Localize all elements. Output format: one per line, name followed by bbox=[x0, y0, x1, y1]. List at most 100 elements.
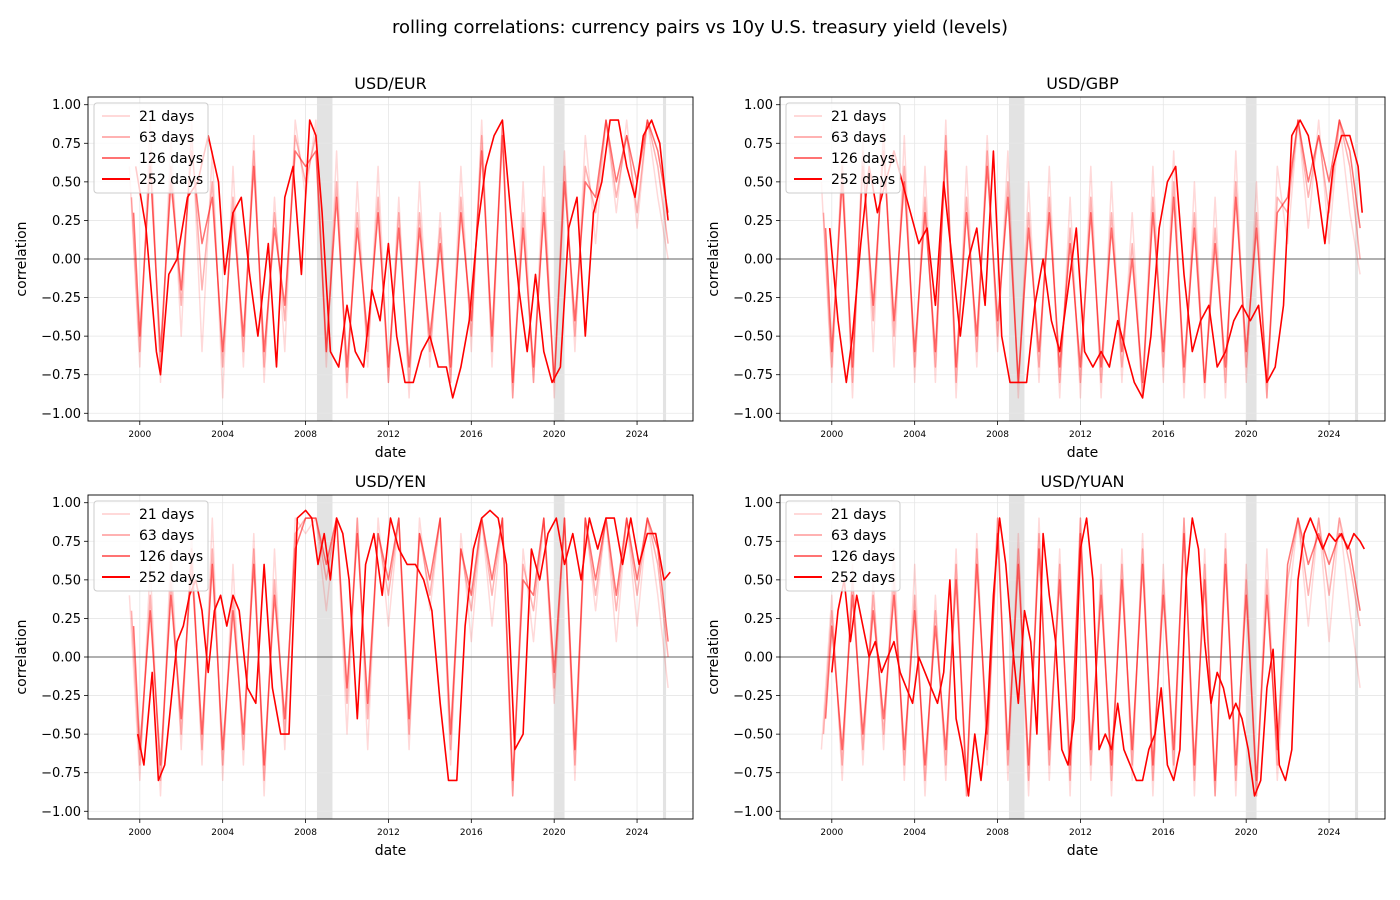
legend-label: 126 days bbox=[139, 151, 203, 167]
y-tick-label: −1.00 bbox=[41, 407, 81, 422]
x-tick-label: 2004 bbox=[903, 828, 926, 838]
y-tick-label: −0.50 bbox=[41, 330, 81, 345]
series-line-126-days bbox=[132, 119, 669, 384]
series-line-126-days bbox=[824, 517, 1361, 782]
legend-box bbox=[93, 500, 209, 592]
chart-title: USD/GBP bbox=[1046, 74, 1119, 93]
y-tick-label: 0.75 bbox=[52, 535, 81, 550]
y-tick-label: −0.75 bbox=[41, 368, 81, 383]
x-tick-label: 2020 bbox=[1235, 430, 1258, 440]
y-axis-label: correlation bbox=[706, 619, 722, 694]
x-tick-label: 2000 bbox=[820, 828, 843, 838]
x-tick-label: 2008 bbox=[986, 430, 1009, 440]
x-tick-label: 2020 bbox=[543, 430, 566, 440]
legend-label: 252 days bbox=[831, 570, 895, 586]
axes-frame bbox=[87, 96, 694, 422]
y-tick-label: 0.50 bbox=[744, 175, 773, 190]
axes-frame bbox=[87, 494, 694, 820]
series-line-126-days bbox=[132, 517, 669, 782]
y-tick-label: 0.25 bbox=[52, 612, 81, 627]
y-tick-label: −0.25 bbox=[41, 291, 81, 306]
chart-title: USD/YUAN bbox=[1041, 472, 1125, 491]
x-tick-label: 2000 bbox=[820, 430, 843, 440]
y-tick-label: 0.00 bbox=[52, 651, 81, 666]
x-tick-label: 2024 bbox=[1318, 828, 1341, 838]
chart-panel-1: 2000 2004 2008 2012 2016 2020 2024 1.00 0.75 0.50… bbox=[706, 74, 1386, 461]
y-axis-label: correlation bbox=[14, 619, 30, 694]
y-tick-label: −0.75 bbox=[733, 766, 773, 781]
y-tick-label: −0.50 bbox=[733, 728, 773, 743]
y-tick-label: −0.75 bbox=[41, 766, 81, 781]
series-line-126-days bbox=[824, 119, 1361, 384]
x-tick-label: 2024 bbox=[1318, 430, 1341, 440]
x-tick-label: 2016 bbox=[460, 430, 483, 440]
x-tick-label: 2012 bbox=[1069, 430, 1092, 440]
y-tick-label: 0.75 bbox=[744, 535, 773, 550]
x-tick-label: 2000 bbox=[128, 430, 151, 440]
y-tick-label: −1.00 bbox=[733, 407, 773, 422]
legend-label: 126 days bbox=[831, 151, 895, 167]
y-tick-label: 0.00 bbox=[744, 651, 773, 666]
legend-label: 21 days bbox=[831, 109, 886, 125]
chart-title: USD/YEN bbox=[355, 472, 426, 491]
legend-label: 252 days bbox=[831, 172, 895, 188]
y-tick-label: −1.00 bbox=[733, 805, 773, 820]
x-axis-label: date bbox=[375, 445, 407, 461]
series-line-252-days bbox=[828, 119, 1363, 399]
y-tick-label: −0.25 bbox=[41, 689, 81, 704]
legend-box bbox=[93, 102, 209, 194]
axes-frame bbox=[779, 96, 1386, 422]
legend: 21 days 63 days 126 days 252 days bbox=[785, 500, 901, 592]
y-tick-label: 0.25 bbox=[744, 214, 773, 229]
x-axis-label: date bbox=[375, 843, 407, 859]
y-tick-label: 0.00 bbox=[52, 253, 81, 268]
y-tick-label: 0.00 bbox=[744, 253, 773, 268]
legend-label: 63 days bbox=[831, 528, 886, 544]
y-tick-label: −0.25 bbox=[733, 689, 773, 704]
legend-label: 252 days bbox=[139, 172, 203, 188]
series-line-252-days bbox=[831, 517, 1366, 797]
y-tick-label: −0.50 bbox=[733, 330, 773, 345]
y-tick-label: 1.00 bbox=[744, 98, 773, 113]
x-tick-label: 2004 bbox=[211, 430, 234, 440]
legend-box bbox=[785, 102, 901, 194]
legend-label: 63 days bbox=[139, 528, 194, 544]
y-tick-label: 1.00 bbox=[52, 496, 81, 511]
chart-panel-3: 2000 2004 2008 2012 2016 2020 2024 1.00 0.75 0.50… bbox=[706, 472, 1386, 859]
legend: 21 days 63 days 126 days 252 days bbox=[93, 500, 209, 592]
legend-label: 252 days bbox=[139, 570, 203, 586]
panels: 2000 2004 2008 2012 2016 2020 2024 1.00 0.75 0.50… bbox=[14, 74, 1386, 859]
x-tick-label: 2000 bbox=[128, 828, 151, 838]
x-tick-label: 2004 bbox=[903, 430, 926, 440]
y-tick-label: −0.75 bbox=[733, 368, 773, 383]
chart-title: USD/EUR bbox=[354, 74, 427, 93]
x-tick-label: 2008 bbox=[986, 828, 1009, 838]
x-tick-label: 2012 bbox=[377, 828, 400, 838]
chart-panel-0: 2000 2004 2008 2012 2016 2020 2024 1.00 0.75 0.50… bbox=[14, 74, 694, 461]
y-axis-label: correlation bbox=[706, 221, 722, 296]
y-tick-label: −1.00 bbox=[41, 805, 81, 820]
legend: 21 days 63 days 126 days 252 days bbox=[93, 102, 209, 194]
legend-label: 126 days bbox=[831, 549, 895, 565]
axes-frame bbox=[779, 494, 1386, 820]
series-line-21-days bbox=[820, 517, 1361, 797]
chart-panel-2: 2000 2004 2008 2012 2016 2020 2024 1.00 0.75 0.50… bbox=[14, 472, 694, 859]
x-tick-label: 2016 bbox=[1152, 828, 1175, 838]
y-axis-label: correlation bbox=[14, 221, 30, 296]
x-tick-label: 2024 bbox=[626, 828, 649, 838]
x-tick-label: 2020 bbox=[1235, 828, 1258, 838]
y-tick-label: 0.75 bbox=[52, 137, 81, 152]
x-axis-label: date bbox=[1067, 843, 1099, 859]
figure-title: rolling correlations: currency pairs vs … bbox=[392, 17, 1008, 38]
y-tick-label: 1.00 bbox=[52, 98, 81, 113]
x-tick-label: 2012 bbox=[377, 430, 400, 440]
x-tick-label: 2004 bbox=[211, 828, 234, 838]
x-tick-label: 2020 bbox=[543, 828, 566, 838]
x-tick-label: 2008 bbox=[294, 430, 317, 440]
x-tick-label: 2016 bbox=[460, 828, 483, 838]
legend-label: 63 days bbox=[139, 130, 194, 146]
legend-label: 21 days bbox=[831, 507, 886, 523]
legend-label: 63 days bbox=[831, 130, 886, 146]
x-tick-label: 2016 bbox=[1152, 430, 1175, 440]
